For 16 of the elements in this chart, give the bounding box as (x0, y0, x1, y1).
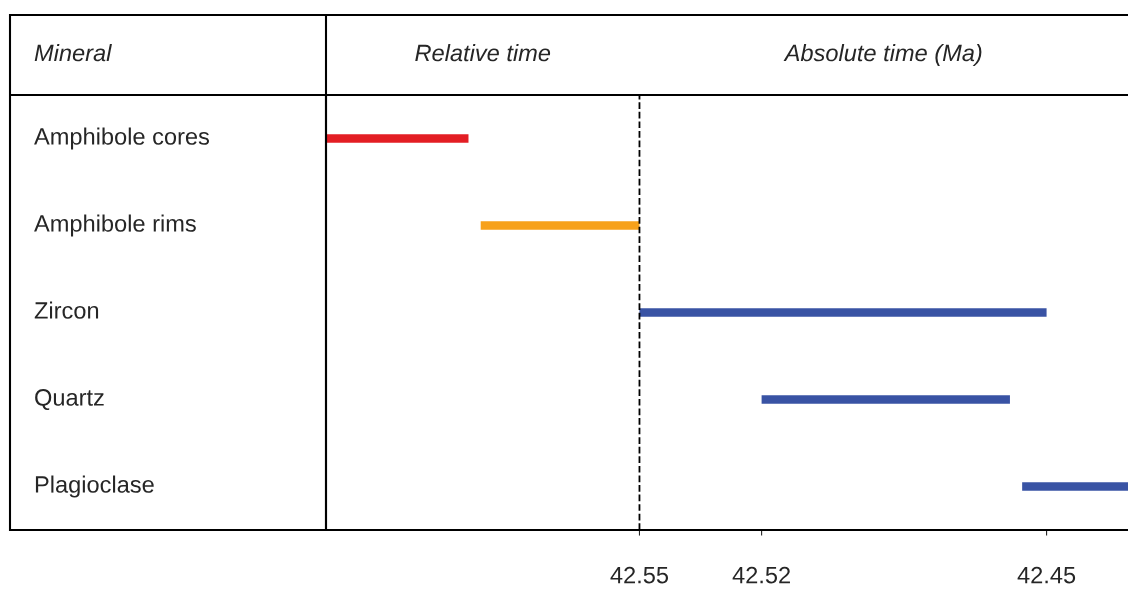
bar (480, 221, 640, 230)
x-tick-label: 42.52 (732, 566, 790, 584)
bar (639, 308, 1047, 317)
bar (761, 395, 1010, 404)
bar (1022, 482, 1128, 491)
y-tick-label: Quartz (35, 389, 104, 411)
y-tick-label: Amphibole rims (34, 214, 196, 237)
bar (326, 134, 469, 143)
y-tick-label: Zircon (34, 301, 99, 319)
y-axis-title: Mineral (34, 44, 112, 62)
text: Absolute time (Ma) (783, 44, 982, 66)
y-tick-label: Amphibole cores (34, 127, 210, 150)
x-tick-label: 42.45 (1017, 566, 1076, 584)
text: Relative time (415, 44, 551, 62)
x-tick-label: 42.55 (610, 566, 669, 584)
y-tick-label: Plagioclase (35, 475, 154, 498)
